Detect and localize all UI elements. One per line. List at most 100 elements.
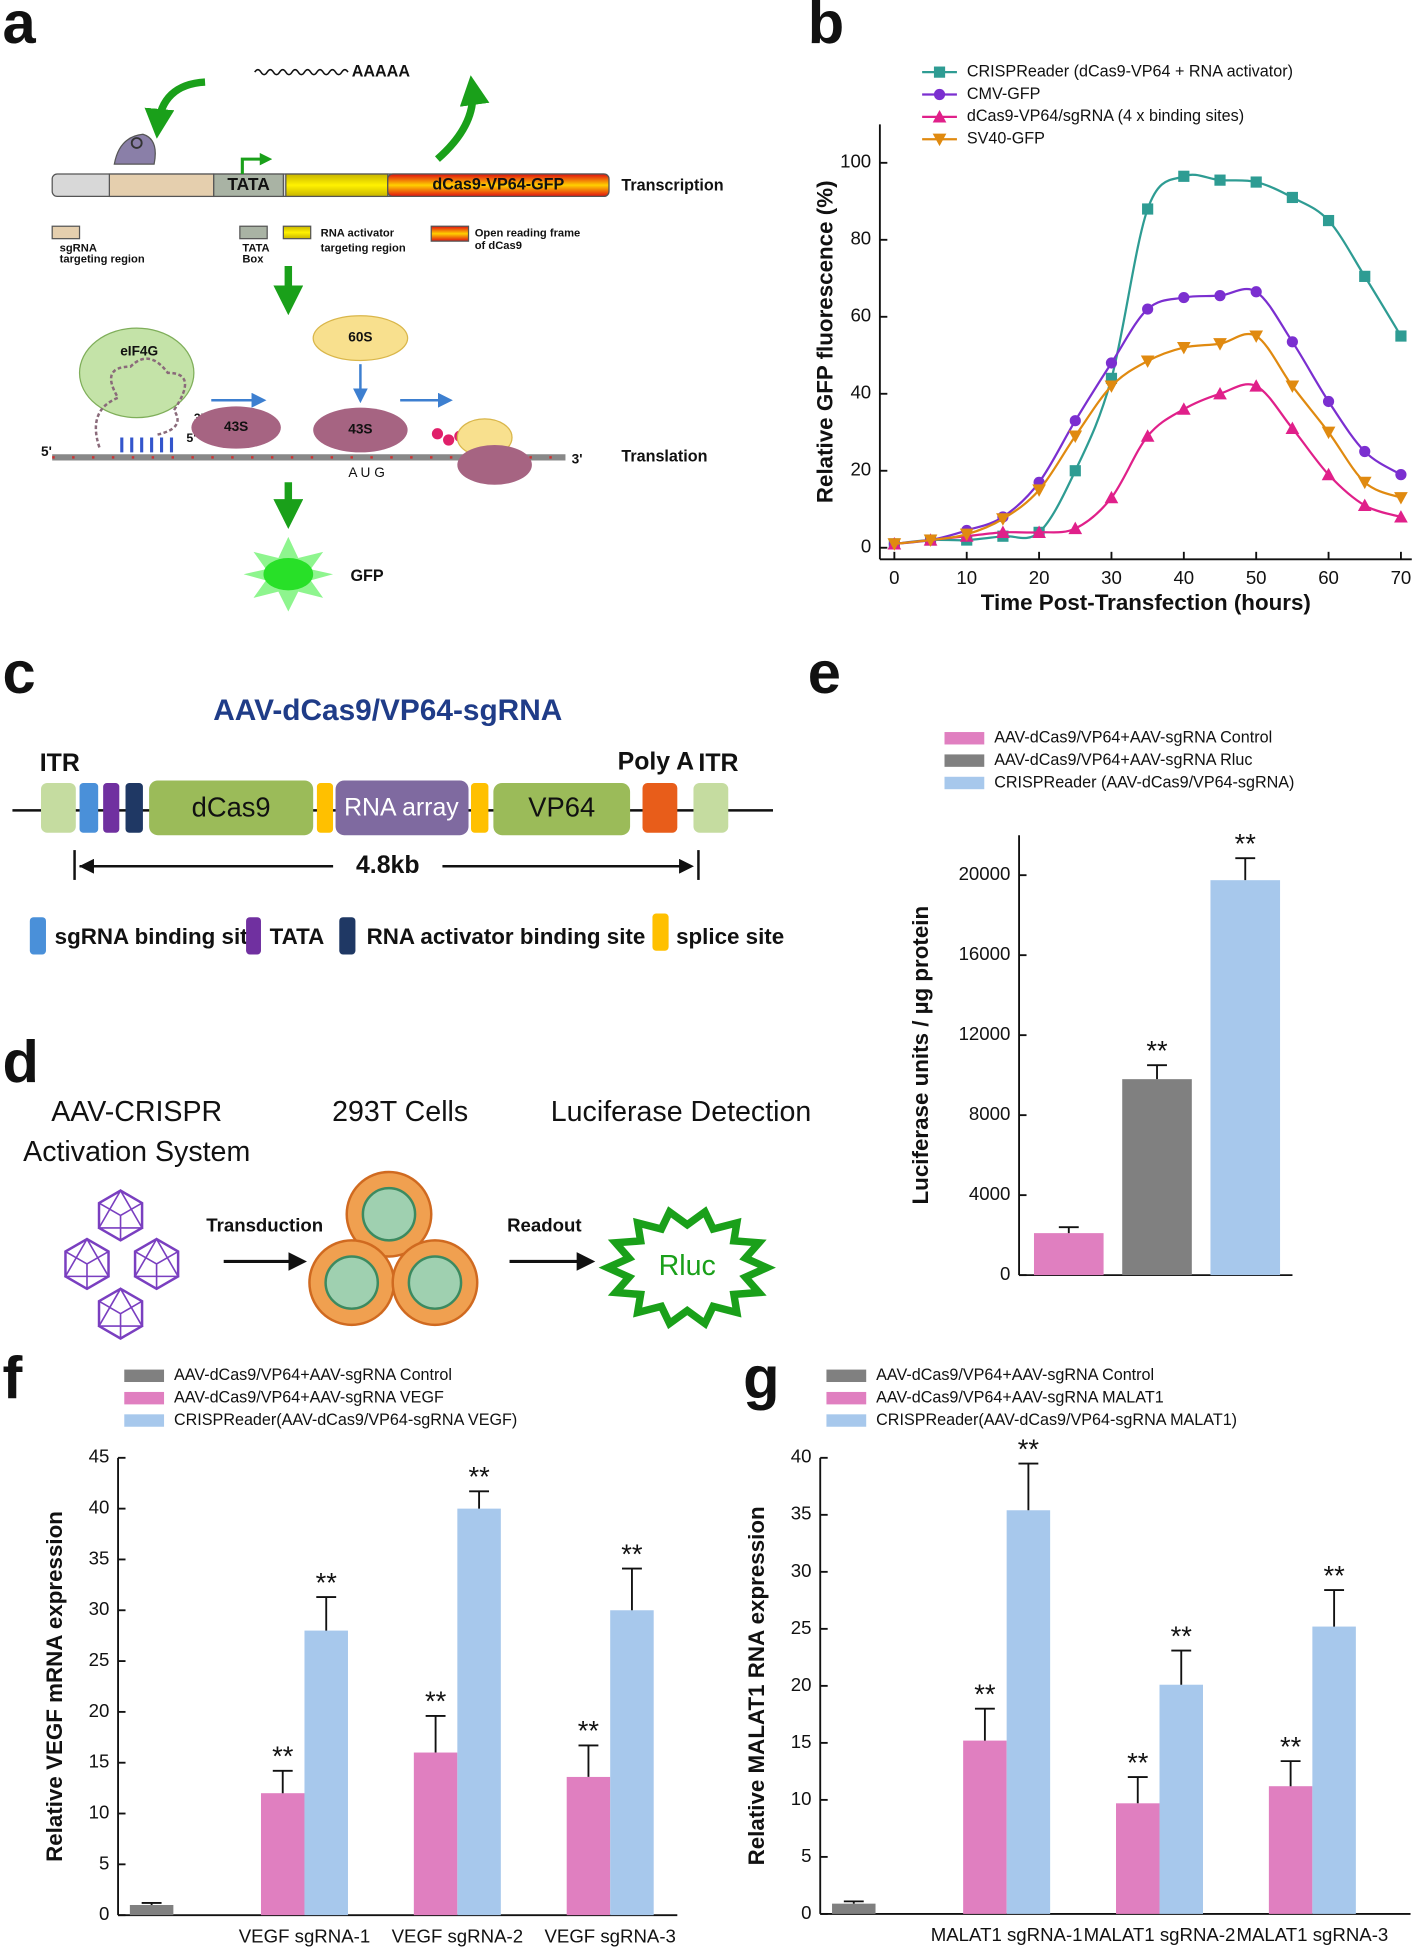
bar bbox=[1122, 1079, 1192, 1276]
legend-marker bbox=[933, 66, 946, 78]
legend-swatch bbox=[29, 917, 46, 955]
legend-label: AAV-dCas9/VP64+AAV-sgRNA Control bbox=[994, 729, 1272, 747]
legend-swatch bbox=[944, 732, 985, 745]
step-label: Activation System bbox=[23, 1136, 250, 1168]
marker bbox=[1032, 484, 1046, 497]
gfp-label: GFP bbox=[350, 567, 383, 585]
legend-swatch bbox=[944, 776, 985, 790]
significance: ** bbox=[316, 1567, 338, 1598]
y-tick-label: 35 bbox=[791, 1503, 812, 1524]
step-label: AAV-CRISPR bbox=[51, 1096, 222, 1128]
x-tick-label: MALAT1 sgRNA-1 bbox=[931, 1924, 1083, 1945]
ribosome bbox=[457, 444, 532, 485]
panel-label: a bbox=[2, 0, 36, 56]
marker bbox=[1394, 492, 1408, 505]
legend-label: AAV-dCas9/VP64+AAV-sgRNA Rluc bbox=[994, 751, 1252, 769]
significance: ** bbox=[578, 1715, 600, 1746]
legend-label: SV40-GFP bbox=[967, 130, 1045, 148]
panel-label: b bbox=[808, 0, 844, 56]
bar bbox=[1116, 1803, 1160, 1914]
legend-swatch bbox=[944, 754, 985, 767]
splice-site bbox=[471, 782, 489, 833]
significance: ** bbox=[468, 1461, 490, 1492]
sgrna-pairs bbox=[120, 437, 174, 453]
x-tick-label: 20 bbox=[1029, 567, 1050, 588]
peptide bbox=[443, 434, 455, 446]
marker bbox=[1250, 176, 1262, 188]
marker bbox=[1359, 445, 1371, 458]
error-bar bbox=[469, 1490, 490, 1509]
error-bar bbox=[316, 1596, 337, 1631]
construct-title: AAV-dCas9/VP64-sgRNA bbox=[213, 694, 562, 727]
diagram-c: AAV-dCas9/VP64-sgRNA dCas9 RNA array VP6… bbox=[12, 694, 784, 955]
marker bbox=[1032, 525, 1046, 538]
y-tick-label: 40 bbox=[791, 1446, 812, 1467]
bar bbox=[610, 1610, 654, 1916]
legend-text: Box bbox=[242, 254, 264, 266]
error-bar bbox=[843, 1900, 864, 1904]
y-tick-label: 12000 bbox=[959, 1023, 1011, 1044]
legend-swatch bbox=[652, 913, 669, 951]
marker bbox=[1069, 415, 1081, 427]
marker bbox=[1359, 270, 1371, 282]
marker bbox=[1140, 429, 1155, 442]
y-axis-label: Luciferase units / µg protein bbox=[908, 906, 933, 1205]
significance: ** bbox=[1127, 1747, 1149, 1778]
ribosome-label: 43S bbox=[224, 419, 248, 434]
significance: ** bbox=[974, 1678, 996, 1709]
rna-array-label: RNA array bbox=[344, 795, 459, 822]
error-bar bbox=[141, 1902, 162, 1905]
y-axis-label: Relative MALAT1 RNA expression bbox=[744, 1506, 769, 1865]
arrow-label: Readout bbox=[507, 1215, 581, 1236]
arrow bbox=[434, 75, 490, 162]
legend-label: CMV-GFP bbox=[967, 85, 1041, 103]
error-bar bbox=[1147, 1064, 1167, 1080]
legend-label: AAV-dCas9/VP64+AAV-sgRNA Control bbox=[876, 1366, 1154, 1384]
legend-swatch bbox=[124, 1414, 165, 1427]
legend-text: RNA activator binding site bbox=[367, 924, 646, 949]
legend-swatch bbox=[430, 225, 470, 242]
legend-swatch bbox=[826, 1391, 867, 1405]
legend-marker bbox=[932, 110, 947, 123]
legend-swatch bbox=[826, 1414, 867, 1427]
marker bbox=[1286, 191, 1298, 204]
marker bbox=[996, 525, 1010, 538]
legend-text: splice site bbox=[676, 924, 784, 949]
legend-label: CRISPReader(AAV-dCas9/VP64-sgRNA VEGF) bbox=[174, 1411, 517, 1429]
gfp bbox=[263, 558, 314, 591]
significance: ** bbox=[621, 1538, 643, 1569]
error-bar bbox=[1324, 1589, 1345, 1627]
significance: ** bbox=[1235, 828, 1257, 859]
bar bbox=[566, 1776, 611, 1916]
x-tick-label: 30 bbox=[1101, 567, 1122, 588]
marker bbox=[996, 513, 1010, 526]
itr bbox=[41, 782, 76, 833]
virus-facets bbox=[97, 1189, 144, 1241]
y-tick-label: 20000 bbox=[959, 863, 1011, 884]
peptide bbox=[431, 428, 444, 440]
sgrna-icon bbox=[130, 137, 143, 149]
y-tick-label: 20 bbox=[850, 459, 871, 480]
bar bbox=[832, 1903, 876, 1914]
error-bar bbox=[974, 1707, 995, 1741]
legend-label: AAV-dCas9/VP64+AAV-sgRNA MALAT1 bbox=[876, 1388, 1164, 1406]
legend-marker bbox=[933, 88, 946, 101]
y-tick-label: 0 bbox=[99, 1903, 109, 1924]
marker bbox=[1104, 490, 1119, 504]
legend-swatch bbox=[246, 917, 261, 955]
dcas9 bbox=[149, 780, 314, 836]
marker bbox=[1394, 510, 1408, 523]
marker bbox=[923, 534, 938, 547]
orf bbox=[387, 173, 610, 198]
bar bbox=[304, 1630, 348, 1916]
y-tick-label: 80 bbox=[850, 228, 871, 249]
legend-text: sgRNA binding site bbox=[55, 924, 260, 949]
marker bbox=[959, 528, 974, 542]
significance: ** bbox=[1323, 1560, 1345, 1591]
legend-label: AAV-dCas9/VP64+AAV-sgRNA VEGF bbox=[174, 1388, 444, 1406]
y-tick-label: 25 bbox=[791, 1617, 812, 1638]
error-bar bbox=[622, 1567, 642, 1611]
y-axis-label: Relative GFP fluorescence (%) bbox=[812, 180, 837, 503]
y-tick-label: 0 bbox=[861, 536, 871, 557]
